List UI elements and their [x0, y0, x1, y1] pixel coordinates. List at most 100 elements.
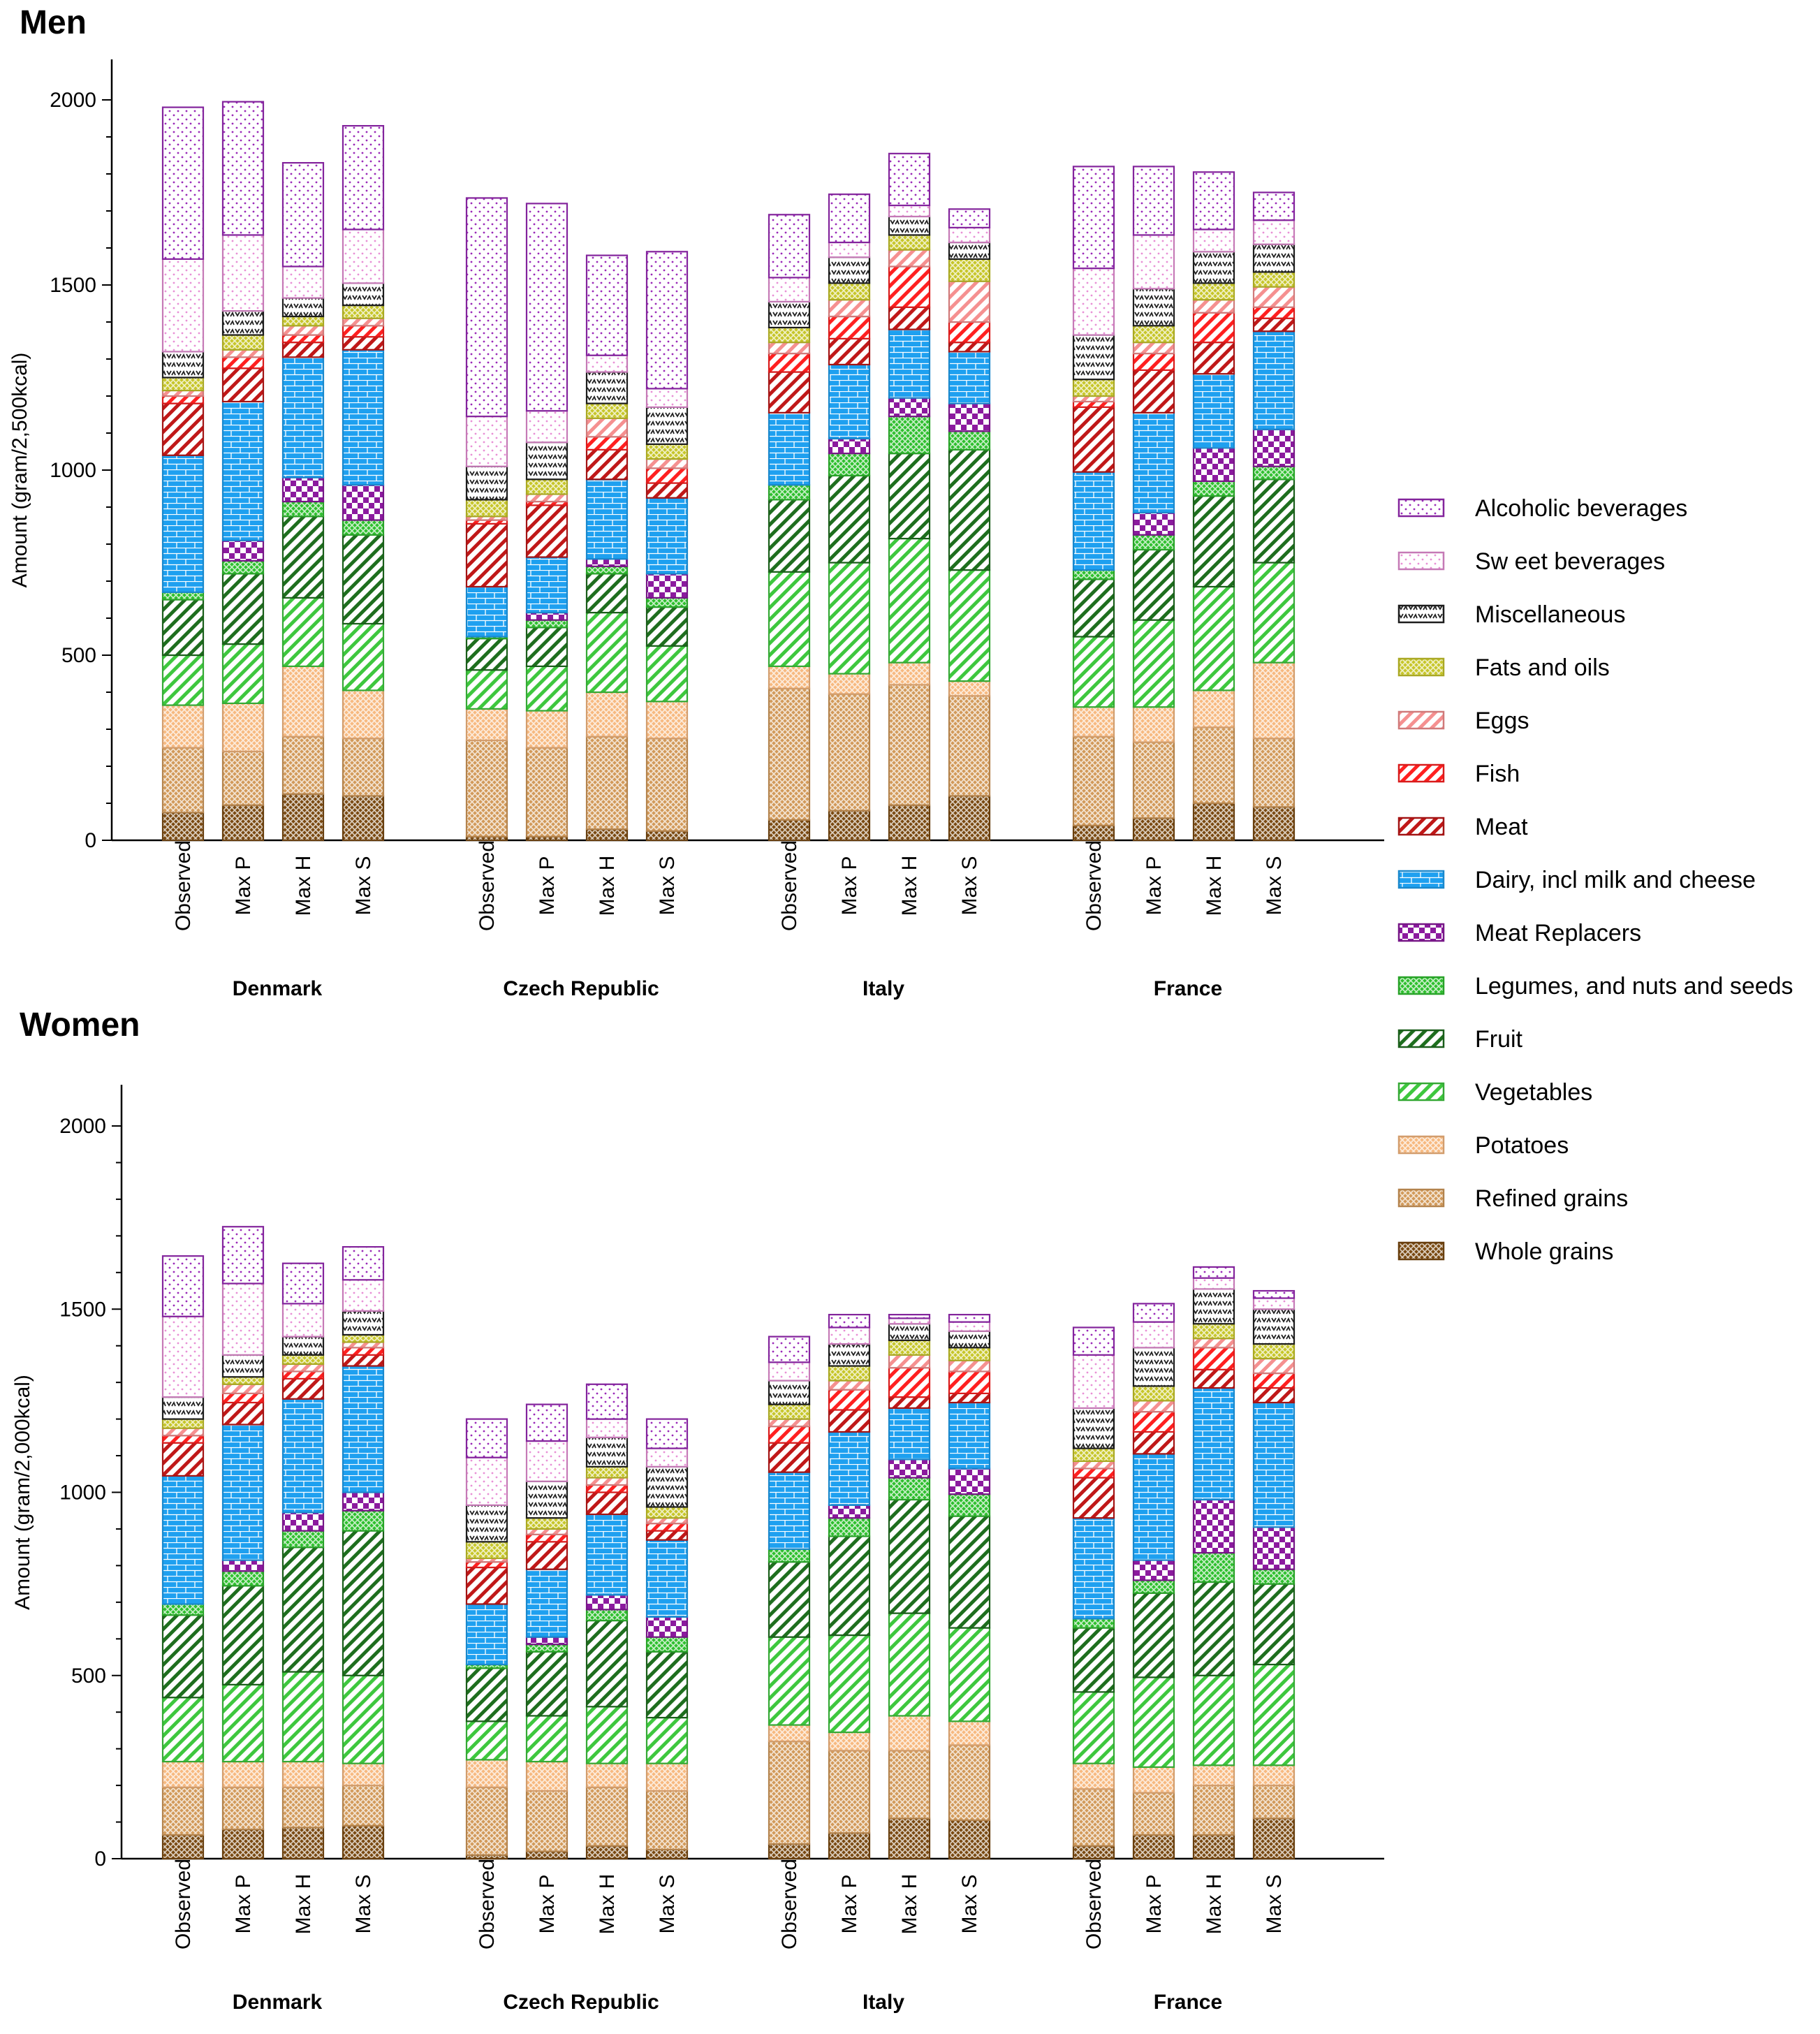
category-label: Observed	[778, 840, 801, 931]
bar-segment-meat	[768, 371, 811, 414]
bar-segment-meat	[161, 1442, 205, 1477]
bar-segment-eggs	[1132, 1400, 1175, 1413]
bar-segment-vegetables	[948, 1627, 991, 1722]
bar-segment-alcoholic-beverages	[525, 203, 568, 412]
category-label: Max P	[536, 856, 559, 915]
bar-segment-vegetables	[1252, 562, 1296, 664]
bar-segment-vegetables	[1132, 619, 1175, 708]
bar-segment-meat	[281, 342, 325, 358]
bar-segment-meat-replacers	[585, 1594, 629, 1611]
bar-segment-meat	[888, 1396, 931, 1409]
bar-segment-potatoes	[342, 1762, 385, 1787]
bar-segment-refined-grains	[161, 1786, 205, 1836]
bar-segment-meat	[1072, 1477, 1115, 1519]
country-group-czech-republic: Observed Max P Max H Max S Czech Republic	[465, 197, 689, 1000]
legend-swatch	[1397, 923, 1445, 942]
legend-item-refined-grains: Refined grains	[1397, 1185, 1628, 1212]
bar-segment-potatoes	[585, 1762, 629, 1788]
bar-segment-miscellaneous	[768, 1380, 811, 1405]
bar-segment-fruit	[525, 1651, 568, 1717]
bar-segment-alcoholic-beverages	[1252, 191, 1296, 221]
legend-item-vegetables: Vegetables	[1397, 1079, 1592, 1106]
bar-segment-fats-and-oils	[221, 334, 265, 351]
bar-segment-miscellaneous	[342, 282, 385, 307]
legend-label: Alcoholic beverages	[1475, 495, 1687, 522]
bar-segment-eggs	[1192, 299, 1235, 314]
legend-label: Fruit	[1475, 1026, 1523, 1053]
bar-segment-potatoes	[221, 1760, 265, 1788]
country-label: France	[1154, 1991, 1222, 2014]
bar-segment-dairy-incl-milk-and-cheese	[221, 400, 265, 541]
bar-segment-sw-eet-beverages	[828, 241, 871, 258]
country-group-czech-republic: Observed Max P Max H Max S Czech Republic	[465, 1383, 689, 2014]
bar-segment-fats-and-oils	[1072, 1447, 1115, 1463]
category-label: Max S	[958, 856, 981, 915]
panel-title: Men	[20, 4, 87, 41]
bar-segment-legumes-and-nuts-and-seeds	[585, 1609, 629, 1622]
bar-segment-eggs	[342, 317, 385, 327]
bar-segment-meat-replacers	[948, 1468, 991, 1495]
bar-segment-fish	[1252, 1372, 1296, 1389]
bar-segment-dairy-incl-milk-and-cheese	[888, 328, 931, 399]
bar-segment-eggs	[281, 1363, 325, 1373]
bar-segment-sw-eet-beverages	[221, 1282, 265, 1356]
bar-segment-fats-and-oils	[342, 305, 385, 319]
bar-segment-dairy-incl-milk-and-cheese	[768, 411, 811, 486]
bar-segment-fruit	[1252, 1583, 1296, 1666]
bar-segment-eggs	[1192, 1338, 1235, 1349]
bar-segment-whole-grains	[1252, 806, 1296, 842]
bar-segment-fats-and-oils	[948, 1347, 991, 1361]
bar-segment-refined-grains	[1072, 736, 1115, 826]
bar-segment-miscellaneous	[1132, 1347, 1175, 1387]
category-label: Max S	[352, 1874, 375, 1933]
bar-segment-fruit	[1072, 1627, 1115, 1693]
bar-segment-dairy-incl-milk-and-cheese	[1192, 1387, 1235, 1501]
y-tick-label: 1500	[59, 1298, 106, 1321]
category-label: Max S	[958, 1874, 981, 1933]
bar-segment-sw-eet-beverages	[281, 265, 325, 299]
bar-segment-legumes-and-nuts-and-seeds	[525, 619, 568, 629]
bar-segment-miscellaneous	[221, 1354, 265, 1378]
bar-segment-fats-and-oils	[828, 1365, 871, 1382]
category-label: Max P	[1143, 856, 1166, 915]
bar-segment-whole-grains	[161, 812, 205, 842]
bar-segment-dairy-incl-milk-and-cheese	[161, 454, 205, 593]
bar-segment-alcoholic-beverages	[828, 193, 871, 244]
bar-segment-whole-grains	[768, 1843, 811, 1860]
bar-segment-eggs	[888, 249, 931, 268]
bar-segment-eggs	[585, 1477, 629, 1486]
bar-segment-legumes-and-nuts-and-seeds	[645, 1636, 689, 1653]
bar-segment-fruit	[1192, 495, 1235, 588]
bar-segment-meat	[585, 448, 629, 481]
bar-segment-vegetables	[161, 654, 205, 706]
bar-segment-vegetables	[1072, 1691, 1115, 1764]
bar-segment-eggs	[1132, 342, 1175, 355]
bar-segment-vegetables	[645, 1716, 689, 1764]
legend-swatch	[1397, 1135, 1445, 1155]
bar-segment-whole-grains	[888, 1817, 931, 1860]
bar-segment-alcoholic-beverages	[948, 1314, 991, 1323]
bar-segment-alcoholic-beverages	[1132, 1303, 1175, 1323]
legend-swatch	[1397, 551, 1445, 571]
legend-label: Eggs	[1475, 708, 1529, 734]
bar-segment-alcoholic-beverages	[888, 1314, 931, 1319]
bar-segment-fats-and-oils	[221, 1376, 265, 1385]
country-label: Italy	[863, 977, 904, 1000]
bar-segment-fish	[645, 1522, 689, 1532]
country-label: Denmark	[233, 1991, 323, 2014]
bar-segment-potatoes	[465, 1759, 508, 1788]
bar-segment-alcoholic-beverages	[828, 1314, 871, 1329]
bar-segment-legumes-and-nuts-and-seeds	[828, 453, 871, 477]
country-group-france: Observed Max P Max H Max S France	[1072, 166, 1296, 1000]
bar-segment-eggs	[1072, 1460, 1115, 1470]
bar-segment-fats-and-oils	[281, 1354, 325, 1366]
bar-segment-miscellaneous	[768, 300, 811, 329]
bar-segment-legumes-and-nuts-and-seeds	[828, 1517, 871, 1537]
bar-segment-dairy-incl-milk-and-cheese	[221, 1424, 265, 1561]
legend-swatch	[1397, 817, 1445, 836]
bar-segment-vegetables	[1252, 1663, 1296, 1766]
bar-segment-meat-replacers	[828, 437, 871, 455]
bar-segment-meat	[645, 1530, 689, 1541]
bar-segment-fats-and-oils	[768, 326, 811, 344]
